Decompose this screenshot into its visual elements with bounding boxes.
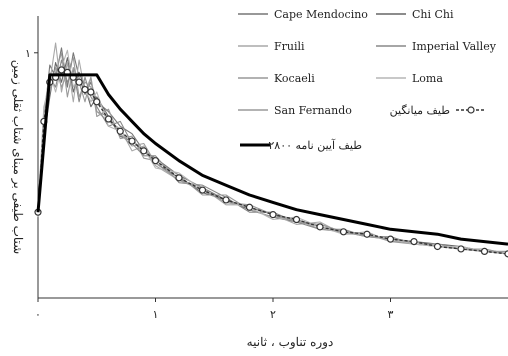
x-tick-label: ۰ xyxy=(35,308,41,321)
legend: Cape Mendocino Chi Chi Fruili Imperial Vall… xyxy=(238,8,497,152)
legend-label: Fruili xyxy=(274,40,305,53)
mean-marker xyxy=(269,211,277,219)
mean-marker xyxy=(363,230,371,238)
mean-marker xyxy=(104,115,113,123)
mean-marker xyxy=(245,203,254,211)
mean-marker xyxy=(57,66,66,74)
mean-marker xyxy=(457,245,465,253)
axes xyxy=(37,16,508,299)
mean-marker xyxy=(480,247,489,256)
mean-marker xyxy=(87,88,95,96)
mean-marker xyxy=(81,85,89,94)
x-tick-label: ۳ xyxy=(388,308,394,321)
mean-marker xyxy=(140,147,148,155)
x-ticks: ۰ ۱ ۲ ۳ xyxy=(35,298,394,321)
series-line-4 xyxy=(37,59,508,255)
x-tick-label: ۲ xyxy=(270,308,276,321)
mean-marker xyxy=(128,137,136,145)
series-line-8 xyxy=(37,69,508,255)
legend-label: Kocaeli xyxy=(274,72,315,85)
mean-marker xyxy=(433,242,442,251)
mean-marker xyxy=(339,228,348,236)
y-ticks: ۱ xyxy=(25,47,38,60)
mean-marker xyxy=(316,223,324,231)
y-axis-label: شتاب طیفی بر مبنای شتاب ثقلی زمین xyxy=(11,60,25,254)
mean-marker xyxy=(386,235,395,243)
series-line-2 xyxy=(37,57,508,255)
legend-label: طیف آیین نامه ۲۸۰۰ xyxy=(268,139,362,152)
mean-marker xyxy=(116,127,124,135)
mean-marker xyxy=(75,78,83,86)
series-line-7 xyxy=(37,57,508,255)
mean-marker xyxy=(198,186,207,194)
mean-marker xyxy=(504,250,508,258)
mean-marker xyxy=(151,157,160,165)
legend-label: Chi Chi xyxy=(412,8,454,21)
legend-label: San Fernando xyxy=(274,104,352,117)
legend-marker xyxy=(467,106,475,114)
legend-label: طیف میانگین xyxy=(390,104,451,117)
x-axis-label: دوره تناوب ، ثانیه xyxy=(247,335,334,349)
mean-marker xyxy=(93,98,101,106)
legend-label: Loma xyxy=(412,72,443,85)
mean-marker xyxy=(222,196,230,204)
mean-marker xyxy=(410,238,418,246)
series-group xyxy=(34,42,508,258)
y-tick-label: ۱ xyxy=(25,47,31,60)
mean-marker xyxy=(175,174,183,182)
mean-marker xyxy=(292,215,301,224)
legend-label: Imperial Valley xyxy=(412,40,497,53)
series-line-9 xyxy=(36,73,508,246)
legend-label: Cape Mendocino xyxy=(274,8,368,21)
x-tick-label: ۱ xyxy=(153,308,159,321)
